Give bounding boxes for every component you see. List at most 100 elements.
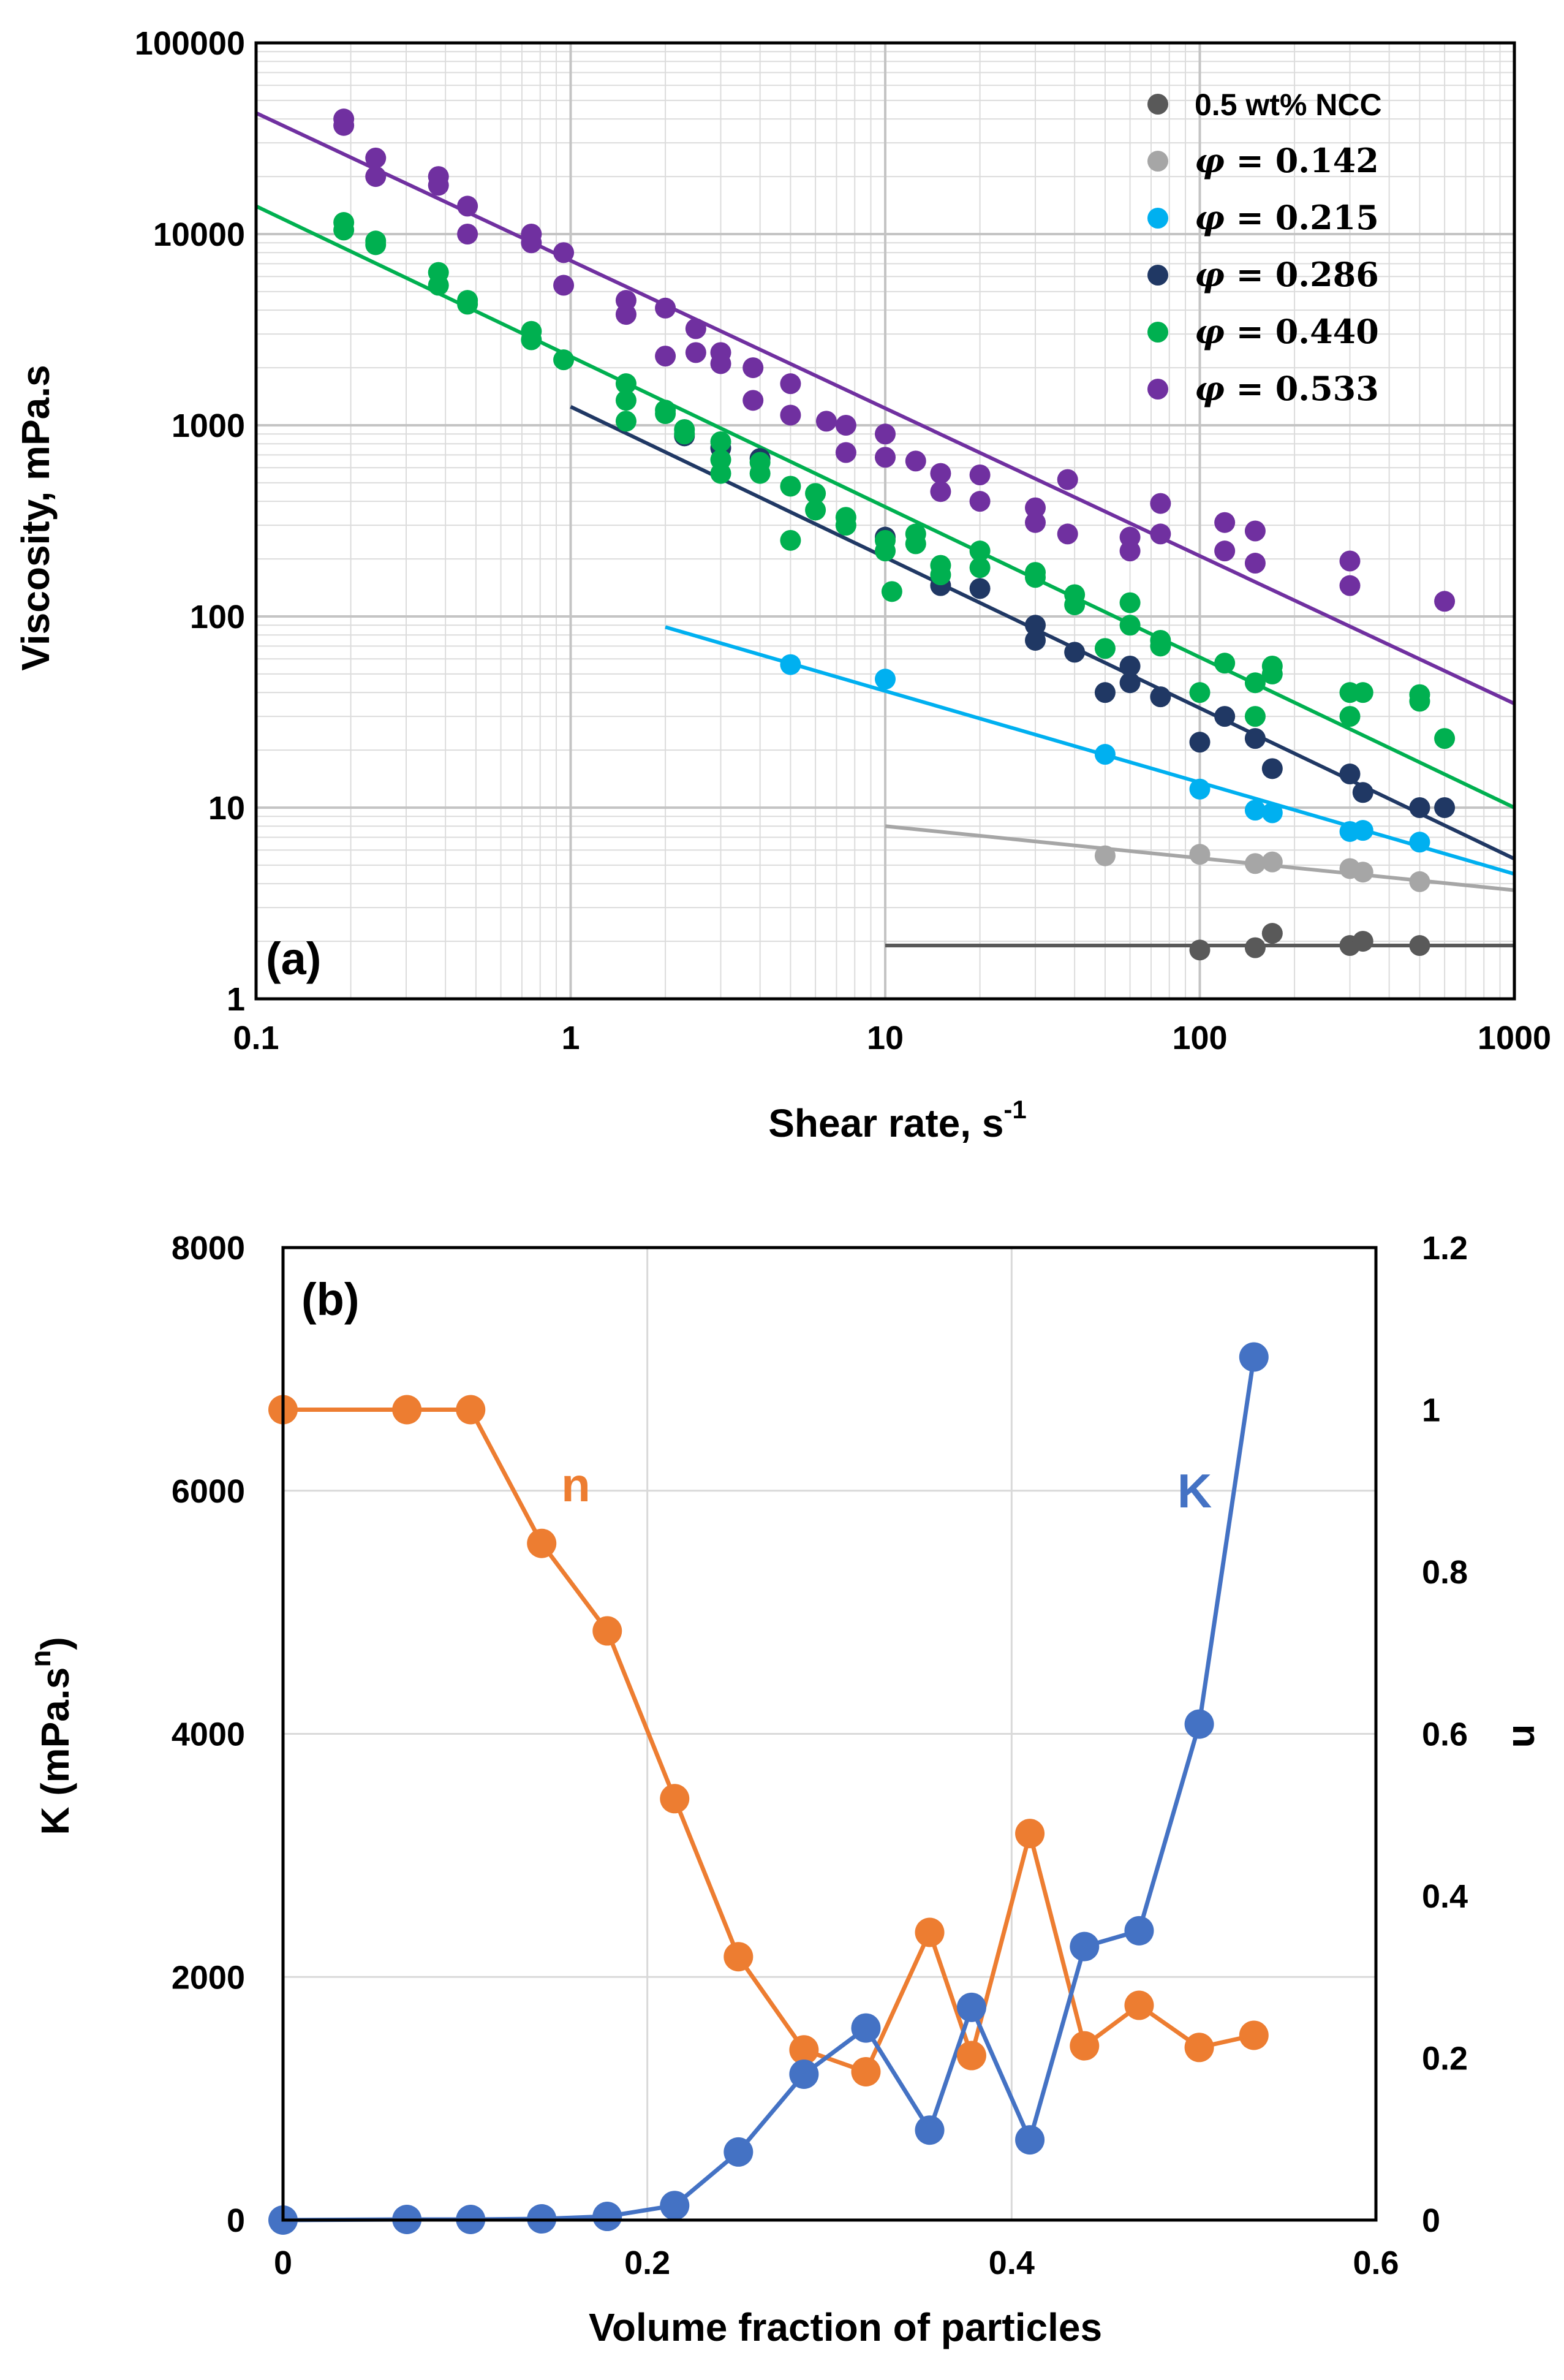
data-point — [780, 476, 801, 497]
data-point — [1244, 800, 1266, 821]
x-tick-label: 0.4 — [989, 2245, 1035, 2281]
point-n — [1124, 1990, 1154, 2020]
data-point — [457, 294, 478, 315]
data-point — [1339, 764, 1361, 785]
data-point — [1352, 931, 1373, 952]
data-point — [1064, 594, 1086, 616]
data-point — [1261, 802, 1283, 824]
point-n — [456, 1395, 486, 1425]
right-y-tick-label: 1.2 — [1422, 1230, 1468, 1267]
data-point — [875, 540, 896, 562]
point-n — [392, 1395, 422, 1425]
data-point — [685, 318, 706, 339]
data-point — [685, 342, 706, 363]
point-n — [660, 1784, 690, 1814]
data-point — [780, 529, 801, 551]
data-point — [1094, 845, 1116, 866]
left-y-tick-label: 0 — [227, 2202, 245, 2239]
data-point — [615, 411, 637, 432]
data-point — [553, 275, 575, 296]
data-point — [1094, 638, 1116, 659]
data-point — [1434, 797, 1456, 818]
chart-b-left-y-axis-label: K (mPa.sn) — [25, 1637, 77, 1835]
data-point — [1025, 629, 1046, 651]
legend-label: φ = 0.215 — [1195, 198, 1379, 237]
data-point — [1119, 592, 1141, 613]
legend-label: φ = 0.286 — [1195, 255, 1379, 294]
point-k — [915, 2115, 945, 2145]
right-y-tick-label: 0.2 — [1422, 2041, 1468, 2077]
data-point — [553, 242, 575, 263]
legend-label-symbol: φ — [1195, 369, 1225, 408]
data-point — [1434, 728, 1456, 749]
chart-b-left-y-label-text: K (mPa.s — [33, 1667, 77, 1835]
legend-label-value: = 0.533 — [1225, 369, 1379, 408]
data-point — [674, 423, 695, 445]
y-tick-label: 10 — [208, 790, 245, 827]
data-point — [969, 464, 991, 486]
chart-b-series-label-k: K — [1177, 1464, 1212, 1518]
left-y-tick-label: 4000 — [172, 1716, 245, 1753]
point-n — [723, 1942, 754, 1972]
y-tick-label: 100 — [190, 599, 245, 635]
data-point — [1244, 553, 1266, 574]
point-k — [592, 2202, 622, 2232]
chart-b-left-y-label-sup: n — [25, 1650, 56, 1667]
data-point — [742, 390, 764, 411]
data-point — [521, 329, 542, 351]
data-point — [1214, 512, 1236, 533]
data-point — [1261, 758, 1283, 779]
data-point — [1214, 540, 1236, 562]
chart-b-panel-label: (b) — [301, 1274, 360, 1325]
data-point — [969, 540, 991, 562]
data-point — [1214, 706, 1236, 727]
chart-a-panel-label: (a) — [266, 933, 321, 984]
data-point — [333, 115, 355, 136]
right-y-tick-label: 0.8 — [1422, 1554, 1468, 1591]
chart-b-tick-labels: 0 0.2 0.4 0.6 0 2000 4000 6000 8000 0 0.2 0.4 0.6 0.8… — [172, 1230, 1468, 2281]
chart-b-grid — [282, 1246, 1377, 2221]
chart-a-x-axis-label-text: Shear rate, s — [768, 1101, 1003, 1145]
data-point — [1064, 642, 1086, 663]
legend-label-value: = 0.142 — [1225, 141, 1379, 180]
x-tick-label: 0.2 — [624, 2245, 670, 2281]
point-k — [851, 2013, 881, 2043]
data-point — [428, 175, 449, 196]
data-point — [1119, 656, 1141, 677]
data-point — [1409, 935, 1430, 957]
legend-marker — [1147, 94, 1168, 115]
y-tick-label: 1 — [227, 981, 245, 1018]
chart-b: 0 0.2 0.4 0.6 0 2000 4000 6000 8000 0 0.2 0.4 0.6 0.8… — [25, 1230, 1549, 2349]
data-point — [521, 232, 542, 254]
data-point — [930, 481, 951, 502]
data-point — [710, 431, 731, 452]
point-k — [1184, 1709, 1214, 1739]
data-point — [1409, 691, 1430, 712]
data-point — [655, 297, 676, 319]
point-n — [789, 2035, 819, 2065]
legend-label-symbol: φ — [1195, 141, 1225, 180]
data-point — [930, 463, 951, 484]
right-y-tick-label: 0.6 — [1422, 1716, 1468, 1753]
data-point — [365, 147, 387, 169]
legend-marker — [1147, 208, 1168, 229]
point-n — [1070, 2031, 1100, 2061]
legend-label: 0.5 wt% NCC — [1195, 88, 1382, 122]
point-n — [592, 1616, 622, 1646]
point-n — [1015, 1819, 1045, 1849]
left-y-tick-label: 6000 — [172, 1473, 245, 1510]
data-point — [1244, 728, 1266, 749]
data-point — [875, 669, 896, 690]
x-tick-label: 0 — [274, 2245, 292, 2281]
data-point — [1261, 663, 1283, 684]
data-point — [881, 581, 902, 602]
data-point — [1025, 512, 1046, 533]
right-y-tick-label: 0.4 — [1422, 1878, 1468, 1915]
data-point — [780, 654, 801, 675]
y-tick-label: 10000 — [153, 216, 245, 253]
right-y-tick-label: 1 — [1422, 1392, 1440, 1429]
data-point — [1352, 862, 1373, 883]
point-k — [956, 1992, 986, 2022]
